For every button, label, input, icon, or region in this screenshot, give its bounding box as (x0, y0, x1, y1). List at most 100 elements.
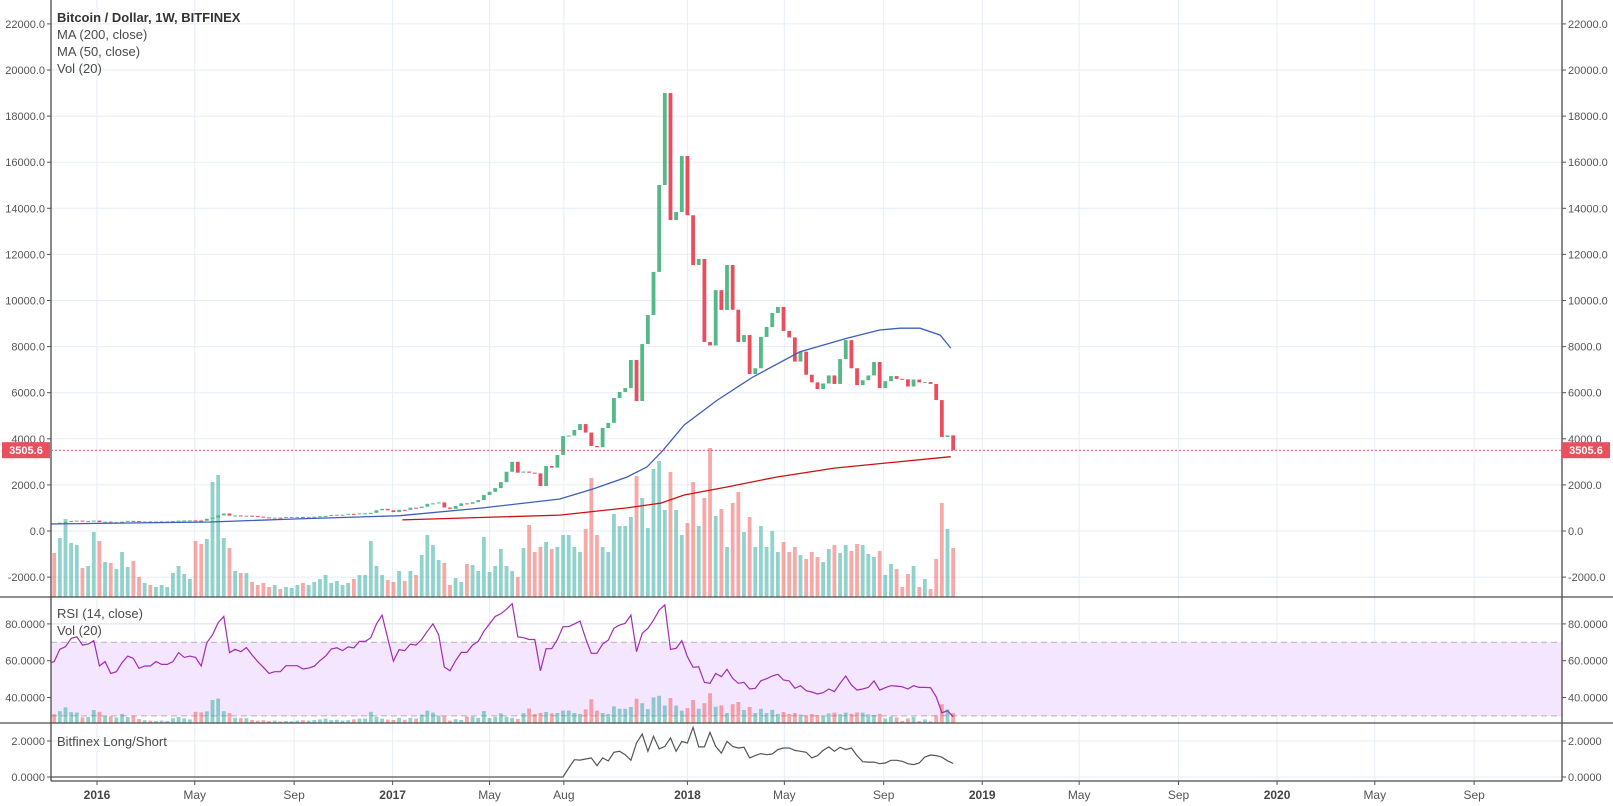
candle (182, 520, 187, 522)
candle (708, 341, 712, 346)
rsi-volume-bar (843, 712, 848, 723)
candle (312, 516, 317, 518)
rsi-volume-bar (583, 709, 588, 723)
volume-bar (301, 583, 305, 597)
candle (142, 521, 147, 523)
candle (244, 515, 249, 517)
candle (402, 509, 407, 511)
candle (759, 336, 763, 369)
rsi-volume-bar (798, 714, 803, 723)
symbol-title[interactable]: Bitcoin / Dollar, 1W, BITFINEX (57, 10, 241, 25)
rsi-volume-bar (600, 713, 605, 723)
volume-bar (63, 519, 68, 597)
rsi-volume-bar (787, 714, 792, 723)
volume-bar (419, 555, 424, 597)
volume-bar (193, 541, 198, 597)
rsi-volume-bar (662, 705, 667, 723)
candle (97, 520, 102, 523)
volume-bar (826, 549, 831, 597)
candle (922, 382, 927, 384)
rsi-volume-bar (527, 708, 532, 723)
rsi-volume-bar (742, 710, 746, 723)
legend-vol[interactable]: Vol (20) (57, 61, 102, 76)
last-price-badge-left (2, 442, 50, 459)
volume-bar (770, 531, 775, 597)
candle (538, 473, 543, 487)
rsi-volume-bar (481, 711, 486, 723)
rsi-volume-bar (238, 718, 243, 723)
volume-bar (374, 566, 379, 597)
volume-bar (894, 569, 899, 597)
volume-bar (86, 566, 91, 597)
price-tick-label-right: -2000.0 (1568, 572, 1605, 584)
candlesticks (52, 93, 956, 525)
candle (685, 155, 690, 216)
time-tick-label: Sep (873, 788, 895, 802)
volume-bar (187, 579, 192, 597)
volume-bar (221, 538, 226, 597)
volume-bar (685, 523, 690, 597)
rsi-pane-volume-bars (47, 693, 956, 723)
price-tick-label-right: 2000.0 (1568, 480, 1602, 492)
volume-bar (312, 582, 317, 597)
price-tick-label-right: 18000.0 (1568, 111, 1608, 123)
legend-ma200[interactable]: MA (200, close) (57, 27, 148, 42)
candle (894, 376, 899, 379)
legend-rsi[interactable]: RSI (14, close) (57, 606, 143, 621)
legend-rsi-vol[interactable]: Vol (20) (57, 623, 102, 638)
price-tick-label-left: -2000.0 (8, 572, 45, 584)
ma200-line (402, 456, 951, 521)
candle (821, 383, 826, 390)
rsi-volume-bar (204, 711, 209, 723)
rsi-volume-bar (120, 714, 124, 723)
candle (928, 382, 933, 384)
rsi-volume-bar (272, 720, 277, 723)
volume-bar (860, 545, 865, 597)
candle (137, 521, 141, 523)
candle (589, 432, 594, 446)
candle (448, 507, 452, 509)
rsi-volume-bar (951, 713, 956, 723)
rsi-volume-bar (436, 715, 441, 723)
rsi-volume-bar (617, 708, 622, 723)
volume-bar (182, 574, 187, 597)
volume-bar (917, 587, 922, 597)
volume-bar (137, 577, 141, 597)
volume-bar (278, 589, 283, 597)
candle (289, 516, 294, 518)
candle (510, 461, 515, 472)
rsi-line (51, 602, 954, 718)
candle (154, 521, 158, 523)
rsi-volume-bar (91, 710, 96, 723)
candle (917, 379, 922, 383)
volume-bar (679, 535, 684, 597)
rsi-volume-bar (47, 717, 51, 723)
volume-bar (306, 585, 311, 597)
rsi-volume-bar (397, 717, 401, 723)
volume-bar (487, 572, 492, 597)
longshort-tick-label-right: 2.0000 (1568, 736, 1602, 748)
rsi-volume-bar (521, 713, 526, 723)
rsi-legend: RSI (14, close) Vol (20) (57, 605, 143, 639)
volume-bar (775, 552, 780, 597)
volume-bar (351, 579, 356, 597)
rsi-volume-bar (284, 721, 288, 723)
volume-bar (804, 559, 809, 597)
rsi-tick-label-right: 80.0000 (1568, 619, 1608, 631)
rsi-volume-bar (142, 720, 147, 723)
candle (374, 510, 379, 513)
rsi-volume-bar (261, 720, 266, 723)
volume-bar (108, 563, 113, 597)
legend-longshort[interactable]: Bitfinex Long/Short (57, 734, 167, 749)
rsi-tick-label-right: 40.0000 (1568, 693, 1608, 705)
rsi-volume-bar (414, 718, 418, 723)
rsi-volume-bar (504, 716, 509, 723)
candle (176, 520, 181, 522)
rsi-volume-bar (900, 721, 905, 723)
rsi-volume-bar (255, 720, 260, 723)
candle (843, 340, 848, 360)
rsi-volume-bar (374, 716, 379, 723)
legend-ma50[interactable]: MA (50, close) (57, 44, 141, 59)
last-price-label-right: 3505.6 (1569, 445, 1603, 457)
